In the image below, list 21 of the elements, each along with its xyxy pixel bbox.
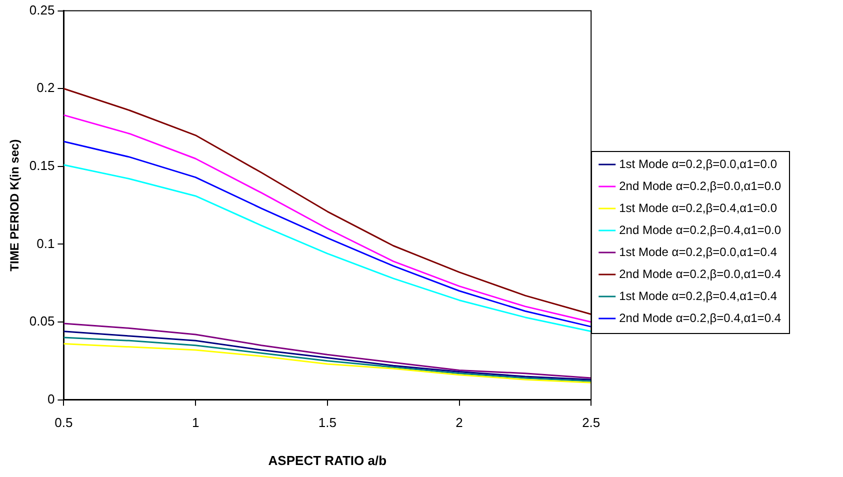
x-tick-label: 1 <box>192 415 200 430</box>
y-tick-label: 0.05 <box>29 314 55 329</box>
x-tick-label: 1.5 <box>318 415 336 430</box>
x-tick-label: 0.5 <box>54 415 73 430</box>
legend-label: 1st Mode α=0.2,β=0.4,α1=0.0 <box>619 200 778 215</box>
y-tick-label: 0.25 <box>29 2 55 18</box>
y-tick-label: 0.1 <box>36 236 55 251</box>
y-tick-label: 0.2 <box>36 80 55 96</box>
legend-label: 2nd Mode α=0.2,β=0.4,α1=0.4 <box>619 310 782 325</box>
x-tick-label: 2 <box>456 415 463 430</box>
y-axis-title: TIME PERIOD K(in sec) <box>8 139 22 272</box>
y-tick-label: 0 <box>47 391 55 406</box>
x-axis-title: ASPECT RATIO a/b <box>268 452 387 468</box>
legend-label: 2nd Mode α=0.2,β=0.4,α1=0.0 <box>619 222 782 237</box>
legend-label: 1st Mode α=0.2,β=0.0,α1=0.4 <box>619 244 778 259</box>
legend-label: 1st Mode α=0.2,β=0.0,α1=0.0 <box>619 156 778 171</box>
legend-label: 2nd Mode α=0.2,β=0.0,α1=0.4 <box>619 266 782 281</box>
y-tick-label: 0.15 <box>29 158 55 173</box>
legend-label: 2nd Mode α=0.2,β=0.0,α1=0.0 <box>619 178 782 193</box>
legend-label: 1st Mode α=0.2,β=0.4,α1=0.4 <box>619 288 778 303</box>
x-tick-label: 2.5 <box>582 415 600 430</box>
